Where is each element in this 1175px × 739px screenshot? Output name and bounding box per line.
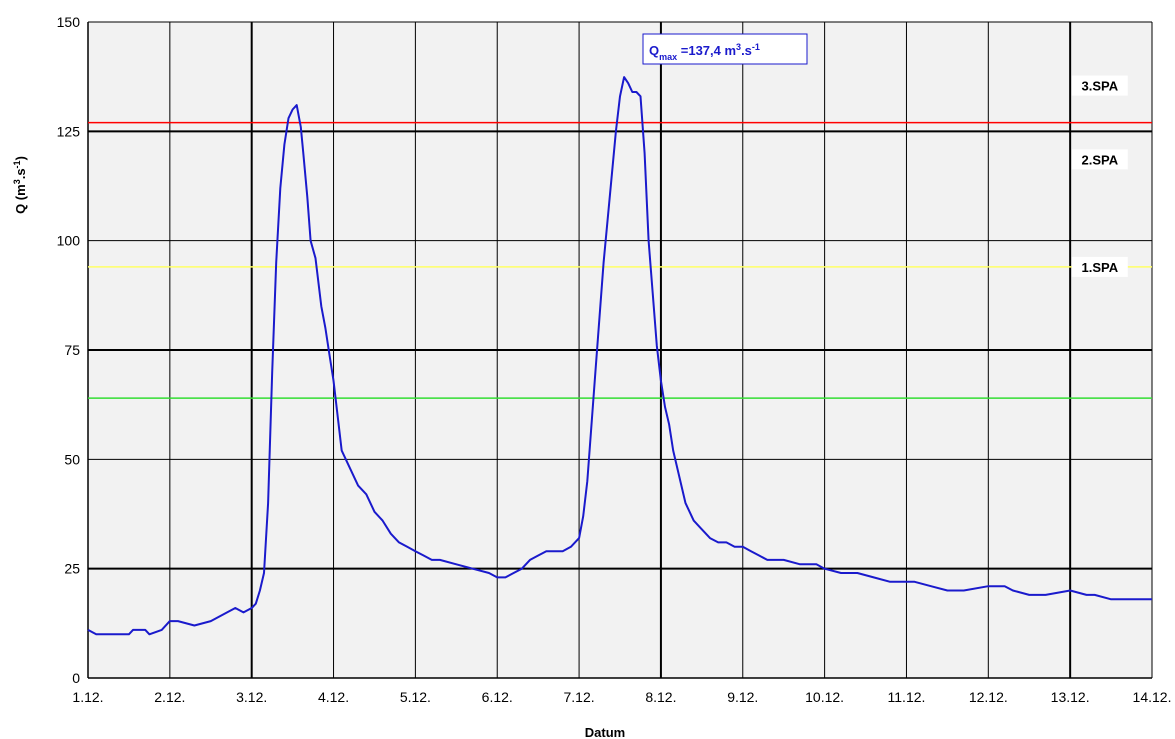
series-layer: [87, 76, 1152, 636]
series-line: [87, 76, 1152, 636]
x-tick-label: 13.12.: [1051, 689, 1090, 705]
y-tick-label: 50: [64, 451, 80, 467]
threshold-label: 1.SPA: [1081, 260, 1118, 275]
y-tick-label: 25: [64, 561, 80, 577]
qmax-annotation-box: [642, 33, 808, 65]
x-tick-label: 9.12.: [727, 689, 758, 705]
y-tick-label: 150: [57, 14, 81, 30]
threshold-label: 2.SPA: [1081, 152, 1118, 167]
y-axis-title-end: ): [13, 156, 28, 160]
x-tick-label: 8.12.: [645, 689, 676, 705]
threshold-label: 3.SPA: [1081, 79, 1118, 94]
tick-labels: 1.12. 2.12. 3.12. 4.12. 5.12. 6.12. 7.12. 8.12.…: [57, 14, 1172, 705]
x-tick-label: 2.12.: [154, 689, 185, 705]
x-tick-label: 6.12.: [482, 689, 513, 705]
qmax-sup1: 3: [736, 42, 741, 52]
y-axis-title-main: Q (m: [13, 184, 28, 214]
y-axis-title: Q (m3.s-1): [12, 156, 28, 214]
y-tick-label: 75: [64, 342, 80, 358]
x-tick-label: 7.12.: [564, 689, 595, 705]
x-tick-label: 12.12.: [969, 689, 1008, 705]
y-axis-title-mid: .s: [13, 168, 28, 179]
x-tick-label: 14.12.: [1133, 689, 1172, 705]
y-axis-title-sup2: -1: [12, 160, 22, 168]
x-tick-label: 5.12.: [400, 689, 431, 705]
qmax-annotation: Qmax =137,4 m3.s-1: [642, 33, 808, 65]
grid: [87, 21, 1153, 679]
threshold-labels: 3.SPA 2.SPA 1.SPA: [1071, 75, 1128, 277]
qmax-q: Q: [649, 43, 659, 58]
qmax-value: =137,4 m: [677, 43, 736, 58]
threshold-label-box: [1071, 256, 1128, 277]
x-tick-label: 4.12.: [318, 689, 349, 705]
threshold-label-box: [1071, 149, 1128, 170]
x-axis-title: Datum: [585, 725, 625, 739]
y-tick-label: 0: [72, 670, 80, 686]
threshold-lines: [88, 121, 1152, 399]
y-axis-title-sup1: 3: [12, 179, 22, 184]
y-tick-label: 125: [57, 123, 81, 139]
qmax-annotation-text: Qmax =137,4 m3.s-1: [649, 42, 760, 62]
qmax-mid: .s: [741, 43, 752, 58]
qmax-sub: max: [659, 52, 677, 62]
y-tick-label: 100: [57, 233, 81, 249]
x-tick-label: 3.12.: [236, 689, 267, 705]
x-tick-label: 10.12.: [805, 689, 844, 705]
x-tick-label: 11.12.: [888, 689, 926, 705]
qmax-sup2: -1: [752, 42, 760, 52]
threshold-label-box: [1071, 75, 1128, 96]
x-tick-label: 1.12.: [72, 689, 103, 705]
